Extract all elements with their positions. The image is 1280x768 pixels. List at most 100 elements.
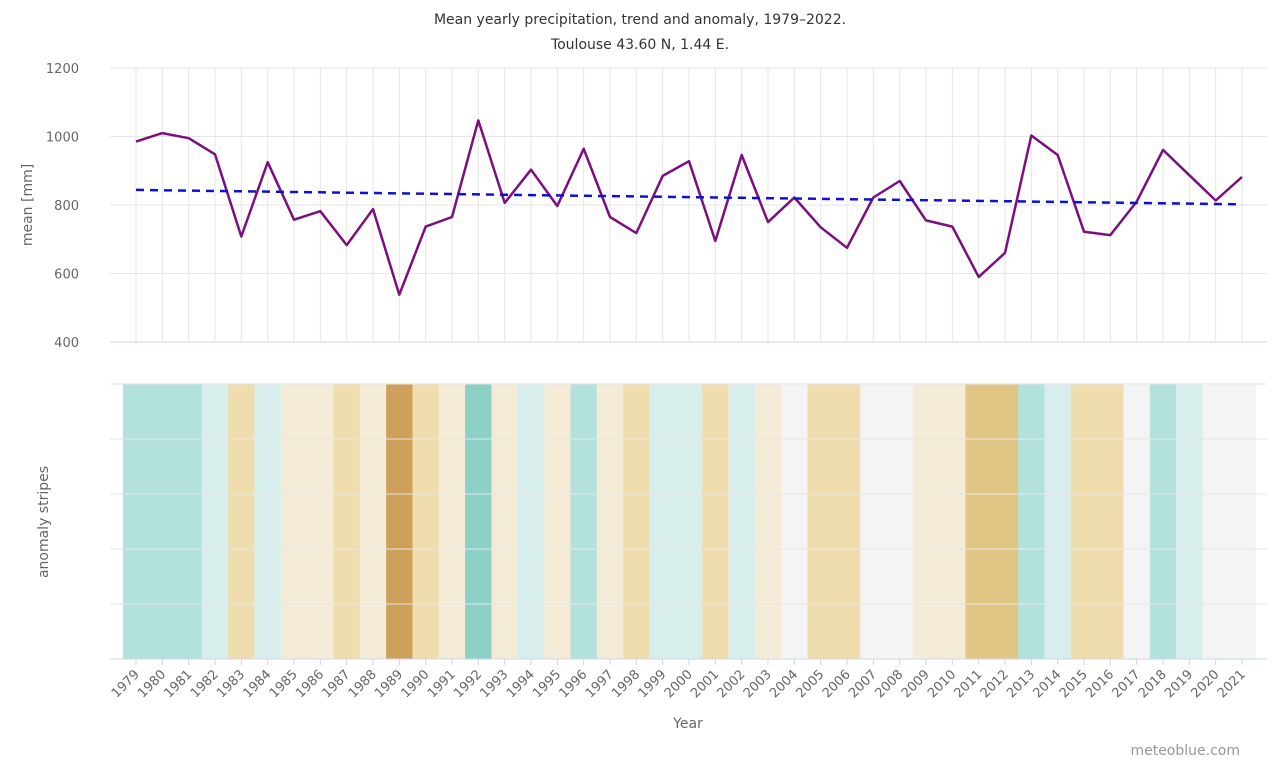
x-tick-label: 2000 <box>662 667 696 701</box>
x-tick-label: 1996 <box>556 667 590 701</box>
trend-line <box>135 188 1243 206</box>
chart-subtitle: Toulouse 43.60 N, 1.44 E. <box>550 37 729 53</box>
x-tick-label: 2005 <box>793 667 827 701</box>
anomaly-stripe-2001 <box>702 384 730 659</box>
anomaly-stripe-1996 <box>570 384 598 659</box>
x-tick-label: 2021 <box>1215 667 1249 701</box>
anomaly-stripe-1985 <box>280 384 308 659</box>
anomaly-stripe-2008 <box>886 384 914 659</box>
x-tick-label: 1999 <box>635 667 669 701</box>
anomaly-stripe-1987 <box>333 384 361 659</box>
x-tick-label: 1991 <box>425 667 459 701</box>
anomaly-stripe-2003 <box>754 384 782 659</box>
x-axis-label: Year <box>672 716 703 732</box>
x-tick-label: 2017 <box>1109 667 1143 701</box>
anomaly-stripes <box>122 384 1256 659</box>
anomaly-stripe-2019 <box>1176 384 1204 659</box>
x-tick-label: 2018 <box>1136 667 1170 701</box>
x-tick-label: 1988 <box>346 667 380 701</box>
x-tick-label: 2007 <box>846 667 880 701</box>
anomaly-stripe-2006 <box>833 384 861 659</box>
x-tick-label: 2003 <box>741 667 775 701</box>
chart-title: Mean yearly precipitation, trend and ano… <box>434 12 846 28</box>
y-tick-label: 1200 <box>46 62 79 77</box>
anomaly-stripe-1983 <box>228 384 256 659</box>
x-tick-label: 1979 <box>109 667 143 701</box>
x-tick-label: 2009 <box>899 667 933 701</box>
x-tick-label: 2012 <box>978 667 1012 701</box>
y-axis-label: mean [mm] <box>20 164 36 246</box>
anomaly-stripe-1981 <box>175 384 203 659</box>
anomaly-stripe-1989 <box>386 384 414 659</box>
anomaly-stripe-1994 <box>517 384 545 659</box>
precipitation-line <box>135 119 1243 296</box>
anomaly-stripe-2011 <box>965 384 993 659</box>
anomaly-stripe-2020 <box>1202 384 1230 659</box>
anomaly-stripe-2018 <box>1149 384 1177 659</box>
x-tick-label: 2002 <box>714 667 748 701</box>
x-tick-label: 1993 <box>477 667 511 701</box>
x-tick-label: 1992 <box>451 667 485 701</box>
anomaly-stripe-2016 <box>1097 384 1125 659</box>
anomaly-stripe-1997 <box>596 384 624 659</box>
x-axis-ticks: 1979198019811982198319841985198619871988… <box>109 667 1249 701</box>
y-tick-label: 1000 <box>46 131 79 146</box>
x-tick-label: 2016 <box>1083 667 1117 701</box>
x-tick-label: 1982 <box>188 667 222 701</box>
anomaly-stripe-2013 <box>1018 384 1046 659</box>
stripes-axis-label: anomaly stripes <box>36 466 52 578</box>
x-tick-label: 2004 <box>767 667 801 701</box>
x-tick-label: 2020 <box>1188 667 1222 701</box>
anomaly-stripe-2000 <box>675 384 703 659</box>
x-tick-label: 2014 <box>1030 667 1064 701</box>
y-tick-label: 400 <box>54 336 79 351</box>
x-tick-label: 2006 <box>820 667 854 701</box>
x-tick-label: 1987 <box>319 667 353 701</box>
x-tick-label: 1986 <box>293 667 327 701</box>
x-tick-label: 2013 <box>1004 667 1038 701</box>
anomaly-stripe-2005 <box>807 384 835 659</box>
anomaly-stripe-2007 <box>860 384 888 659</box>
x-tick-label: 1998 <box>609 667 643 701</box>
anomaly-stripe-2015 <box>1070 384 1098 659</box>
y-axis-ticks: 400 600 800 1000 1200 <box>46 62 79 351</box>
x-tick-label: 2001 <box>688 667 722 701</box>
x-tick-label: 1997 <box>583 667 617 701</box>
anomaly-stripe-1998 <box>623 384 651 659</box>
anomaly-stripe-1982 <box>201 384 229 659</box>
anomaly-stripe-1991 <box>438 384 466 659</box>
x-tick-label: 1989 <box>372 667 406 701</box>
anomaly-stripe-1979 <box>122 384 150 659</box>
anomaly-stripe-1999 <box>649 384 677 659</box>
x-tick-label: 1980 <box>135 667 169 701</box>
series-lines <box>135 119 1243 296</box>
anomaly-stripe-2004 <box>781 384 809 659</box>
anomaly-stripe-1990 <box>412 384 440 659</box>
anomaly-stripe-1988 <box>359 384 387 659</box>
stripes-grid <box>110 383 1267 665</box>
anomaly-stripe-2014 <box>1044 384 1072 659</box>
x-tick-label: 1984 <box>240 667 274 701</box>
anomaly-stripe-2021 <box>1228 384 1256 659</box>
x-tick-label: 2010 <box>925 667 959 701</box>
x-tick-label: 1990 <box>398 667 432 701</box>
x-tick-label: 1983 <box>214 667 248 701</box>
x-tick-label: 2019 <box>1162 667 1196 701</box>
x-tick-label: 2008 <box>872 667 906 701</box>
line-plot-grid <box>110 67 1267 343</box>
y-tick-label: 800 <box>54 199 79 214</box>
anomaly-stripe-2009 <box>912 384 940 659</box>
x-tick-label: 1981 <box>161 667 195 701</box>
x-tick-label: 2011 <box>951 667 985 701</box>
x-tick-label: 1985 <box>267 667 301 701</box>
x-tick-label: 1995 <box>530 667 564 701</box>
x-tick-label: 2015 <box>1057 667 1091 701</box>
anomaly-stripe-1992 <box>465 384 493 659</box>
anomaly-stripe-1995 <box>544 384 572 659</box>
anomaly-stripe-2010 <box>939 384 967 659</box>
anomaly-stripe-1984 <box>254 384 282 659</box>
anomaly-stripe-2012 <box>991 384 1019 659</box>
anomaly-stripe-1980 <box>149 384 177 659</box>
anomaly-stripe-2017 <box>1123 384 1151 659</box>
